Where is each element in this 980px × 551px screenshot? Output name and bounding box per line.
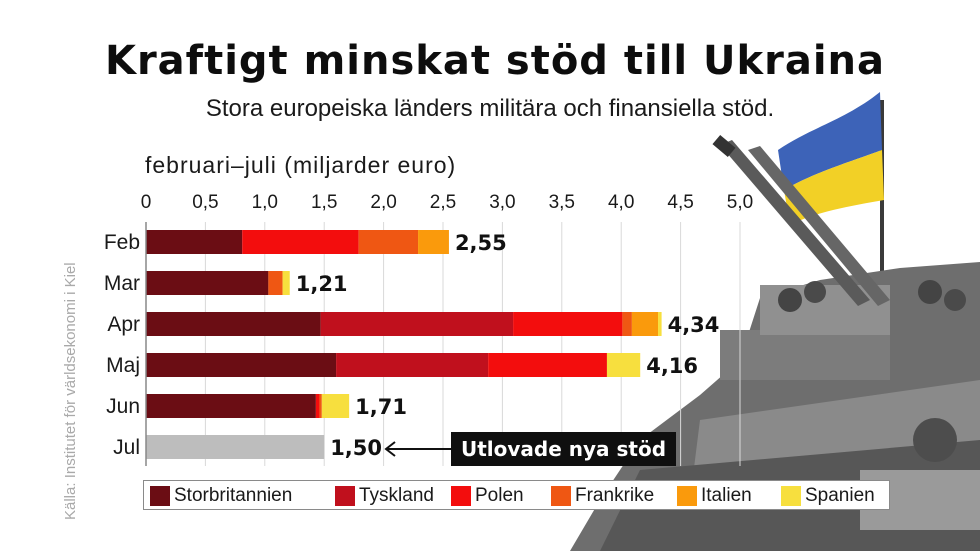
bar-segment-storbritannien: [146, 312, 321, 336]
x-tick-label: 1,0: [252, 192, 278, 213]
source-note: Källa: Institutet för världsekonomi i Ki…: [62, 262, 79, 520]
category-label: Jun: [106, 395, 140, 418]
x-tick-label: 3,5: [549, 192, 575, 213]
x-tick-label: 1,5: [311, 192, 337, 213]
x-tick-label: 2,0: [370, 192, 396, 213]
category-label: Feb: [104, 231, 140, 254]
x-tick-label: 0: [141, 192, 152, 213]
category-label: Jul: [113, 436, 140, 459]
legend-item-storbritannien: Storbritannien: [150, 485, 292, 507]
legend-item-italien: Italien: [677, 485, 752, 507]
y-axis-labels: Feb Mar Apr Maj Jun Jul: [104, 231, 140, 459]
legend-swatch: [451, 486, 471, 506]
category-label: Mar: [104, 272, 140, 295]
bar-segment-spanien: [321, 394, 350, 418]
bar-segment-spanien: [606, 353, 641, 377]
legend-label: Storbritannien: [174, 485, 293, 506]
axis-unit-label: februari–juli (miljarder euro): [145, 152, 457, 178]
bar-segment-spanien: [282, 271, 290, 295]
total-label: 2,55: [455, 231, 507, 255]
bar-segment-promised: [146, 435, 325, 459]
legend: Storbritannien Tyskland Polen Frankrike Ital…: [143, 480, 890, 510]
chart-title: Kraftigt minskat stöd till Ukraina: [104, 38, 886, 84]
callout-arrow: [384, 441, 452, 457]
total-label: 4,34: [668, 313, 720, 337]
bar-segment-italien: [631, 312, 659, 336]
legend-label: Polen: [475, 485, 524, 506]
bar-segment-storbritannien: [146, 230, 243, 254]
total-label: 1,71: [355, 395, 407, 419]
bar-segment-frankrike: [319, 394, 322, 418]
bars: [146, 230, 662, 459]
x-tick-label: 3,0: [489, 192, 515, 213]
bar-segment-storbritannien: [146, 394, 316, 418]
legend-item-frankrike: Frankrike: [551, 485, 654, 507]
legend-swatch: [781, 486, 801, 506]
tank-silhouette: [570, 134, 980, 551]
total-label: 1,50: [330, 436, 382, 460]
legend-label: Italien: [701, 485, 752, 506]
legend-label: Tyskland: [359, 485, 434, 506]
legend-item-tyskland: Tyskland: [335, 485, 434, 507]
bar-segment-frankrike: [622, 312, 632, 336]
bar-segment-spanien: [658, 312, 662, 336]
bar-segment-polen: [242, 230, 359, 254]
legend-label: Spanien: [805, 485, 875, 506]
x-tick-label: 4,5: [667, 192, 693, 213]
x-tick-label: 0,5: [192, 192, 218, 213]
legend-swatch: [677, 486, 697, 506]
legend-label: Frankrike: [575, 485, 655, 506]
legend-item-polen: Polen: [451, 485, 524, 507]
x-tick-label: 4,0: [608, 192, 634, 213]
legend-item-spanien: Spanien: [781, 485, 875, 507]
ukraine-flag-blue: [778, 92, 882, 190]
gridlines: [204, 222, 741, 466]
category-label: Maj: [106, 354, 140, 377]
legend-swatch: [335, 486, 355, 506]
total-label: 4,16: [646, 354, 698, 378]
bar-segment-storbritannien: [146, 353, 337, 377]
bar-segment-storbritannien: [146, 271, 269, 295]
promised-support-callout: Utlovade nya stöd: [451, 432, 677, 466]
chart-subtitle: Stora europeiska länders militära och fi…: [205, 95, 775, 122]
total-label: 1,21: [296, 272, 348, 296]
bar-segment-tyskland: [320, 312, 514, 336]
bar-segment-frankrike: [268, 271, 283, 295]
bar-segment-frankrike: [358, 230, 419, 254]
bar-segment-polen: [488, 353, 607, 377]
bar-segment-polen: [315, 394, 320, 418]
legend-swatch: [150, 486, 170, 506]
x-tick-label: 2,5: [430, 192, 456, 213]
bar-segment-tyskland: [336, 353, 489, 377]
category-label: Apr: [107, 313, 140, 336]
bar-segment-italien: [418, 230, 449, 254]
x-axis-ticks: 0 0,5 1,0 1,5 2,0 2,5 3,0 3,5 4,0 4,5 5,0: [141, 192, 754, 213]
total-labels: 2,55 1,21 4,34 4,16 1,71 1,50: [296, 231, 720, 460]
x-tick-label: 5,0: [727, 192, 753, 213]
bar-segment-polen: [513, 312, 623, 336]
legend-swatch: [551, 486, 571, 506]
